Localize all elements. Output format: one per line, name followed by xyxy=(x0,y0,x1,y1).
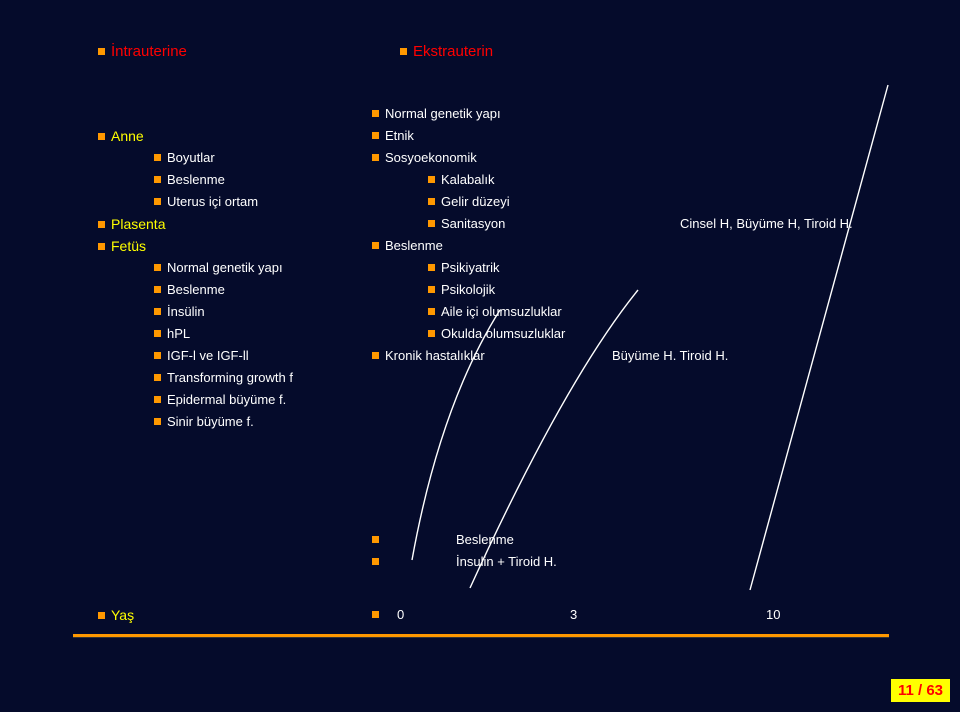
text: Epidermal büyüme f. xyxy=(167,392,286,407)
text: Fetüs xyxy=(111,238,146,254)
mid-sosyo: Sosyoekonomik xyxy=(372,150,477,165)
label-plasenta: Plasenta xyxy=(98,216,165,232)
text: 0 xyxy=(397,607,404,622)
text: Anne xyxy=(111,128,144,144)
text: Büyüme H. Tiroid H. xyxy=(612,348,728,363)
axis-label: Yaş xyxy=(98,607,134,623)
text: Psikiyatrik xyxy=(441,260,500,275)
bottom-beslenme: Beslenme xyxy=(456,532,514,547)
label-fetus: Fetüs xyxy=(98,238,146,254)
mid-ngen: Normal genetik yapı xyxy=(372,106,501,121)
text: Beslenme xyxy=(167,172,225,187)
text: Sanitasyon xyxy=(441,216,505,231)
text: Aile içi olumsuzluklar xyxy=(441,304,562,319)
mid-kronik: Kronik hastalıklar xyxy=(372,348,485,363)
fetus-item-7: Sinir büyüme f. xyxy=(154,414,254,429)
text: Okulda olumsuzluklar xyxy=(441,326,565,341)
text: Psikolojik xyxy=(441,282,495,297)
fetus-item-4: IGF-l ve IGF-ll xyxy=(154,348,249,363)
text: Gelir düzeyi xyxy=(441,194,510,209)
axis-tick-2: 10 xyxy=(766,607,780,622)
mid-etnik: Etnik xyxy=(372,128,414,143)
bottom-bullet-1 xyxy=(372,532,385,547)
fetus-item-2: İnsülin xyxy=(154,304,205,319)
page-number-badge: 11 / 63 xyxy=(891,679,950,702)
sosyo-item-0: Kalabalık xyxy=(428,172,494,187)
text: Ekstrauterin xyxy=(413,43,493,60)
text: Yaş xyxy=(111,607,134,623)
text: Sosyoekonomik xyxy=(385,150,477,165)
text: İnsulin + Tiroid H. xyxy=(456,554,557,569)
heading-intrauterine: İntrauterine xyxy=(98,43,187,60)
text: Etnik xyxy=(385,128,414,143)
sosyo-item-2: Sanitasyon xyxy=(428,216,505,231)
text: Cinsel H, Büyüme H, Tiroid H. xyxy=(680,216,853,231)
text: hPL xyxy=(167,326,190,341)
text: Normal genetik yapı xyxy=(385,106,501,121)
text: 10 xyxy=(766,607,780,622)
bottom-insulin: İnsulin + Tiroid H. xyxy=(456,554,557,569)
beslenme-item-0: Psikiyatrik xyxy=(428,260,500,275)
sosyo-item-1: Gelir düzeyi xyxy=(428,194,510,209)
bottom-bullet-2 xyxy=(372,554,385,569)
axis-tick-0: 0 xyxy=(397,607,404,622)
text: Boyutlar xyxy=(167,150,215,165)
beslenme-item-1: Psikolojik xyxy=(428,282,495,297)
slide-content: İntrauterine Ekstrauterin Anne Boyutlar … xyxy=(0,0,960,712)
mid-beslenme: Beslenme xyxy=(372,238,443,253)
anne-item-1: Beslenme xyxy=(154,172,225,187)
hormones-2: Büyüme H. Tiroid H. xyxy=(612,348,728,363)
text: Sinir büyüme f. xyxy=(167,414,254,429)
text: İnsülin xyxy=(167,304,205,319)
text: Plasenta xyxy=(111,216,165,232)
fetus-item-5: Transforming growth f xyxy=(154,370,293,385)
text: 3 xyxy=(570,607,577,622)
footer-divider xyxy=(73,634,889,637)
axis-tick-1: 3 xyxy=(570,607,577,622)
fetus-item-1: Beslenme xyxy=(154,282,225,297)
text: Kronik hastalıklar xyxy=(385,348,485,363)
text: Normal genetik yapı xyxy=(167,260,283,275)
text: 11 / 63 xyxy=(898,682,943,699)
axis-tick-0-bullet xyxy=(372,607,385,622)
text: IGF-l ve IGF-ll xyxy=(167,348,249,363)
label-anne: Anne xyxy=(98,128,144,144)
hormones-1: Cinsel H, Büyüme H, Tiroid H. xyxy=(680,216,853,231)
text: Beslenme xyxy=(456,532,514,547)
beslenme-item-2: Aile içi olumsuzluklar xyxy=(428,304,562,319)
text: Beslenme xyxy=(385,238,443,253)
fetus-item-3: hPL xyxy=(154,326,190,341)
text: Uterus içi ortam xyxy=(167,194,258,209)
anne-item-2: Uterus içi ortam xyxy=(154,194,258,209)
text: İntrauterine xyxy=(111,43,187,60)
text: Beslenme xyxy=(167,282,225,297)
fetus-item-0: Normal genetik yapı xyxy=(154,260,283,275)
text: Kalabalık xyxy=(441,172,494,187)
anne-item-0: Boyutlar xyxy=(154,150,215,165)
beslenme-item-3: Okulda olumsuzluklar xyxy=(428,326,565,341)
heading-ekstrauterin: Ekstrauterin xyxy=(400,43,493,60)
fetus-item-6: Epidermal büyüme f. xyxy=(154,392,286,407)
text: Transforming growth f xyxy=(167,370,293,385)
